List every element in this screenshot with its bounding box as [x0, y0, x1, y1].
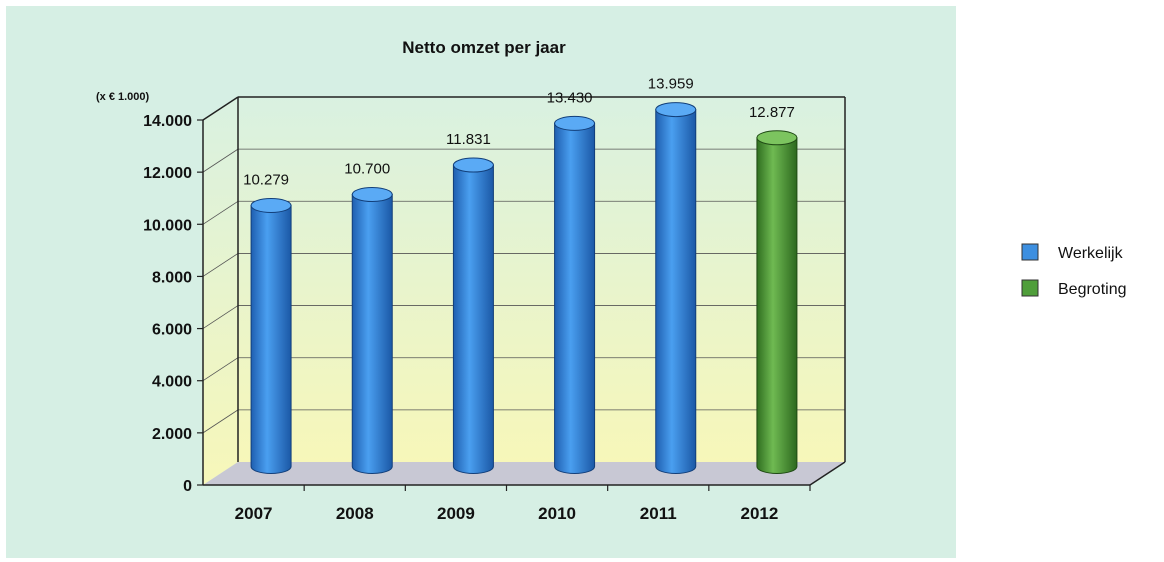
gridline-side	[202, 409, 239, 434]
plot-area	[202, 96, 846, 486]
value-label-2007: 10.279	[243, 172, 289, 189]
back-wall	[238, 97, 845, 462]
gridlines	[202, 96, 845, 434]
value-label-2010: 13.430	[547, 89, 593, 106]
bar-top	[250, 198, 292, 214]
legend-label: Begroting	[1058, 281, 1127, 298]
bar-body	[756, 137, 798, 474]
bar-top	[655, 102, 697, 118]
bar-top	[554, 115, 596, 131]
y-tick-label: 4.000	[152, 374, 192, 391]
gridline-side	[202, 253, 239, 277]
bar-2011	[655, 102, 697, 474]
y-axis-ticks: 0 2.000 4.000 6.000 8.000 10.000 12.000 14.000	[143, 113, 203, 495]
bar-body	[250, 205, 292, 474]
floor-right-edge	[809, 461, 846, 486]
bar-2007	[250, 198, 292, 474]
x-tick-label: 2007	[235, 504, 273, 523]
floor	[203, 462, 845, 485]
legend-swatch	[1021, 279, 1039, 297]
bar-body	[655, 109, 697, 474]
legend-swatch	[1021, 243, 1039, 261]
value-label-2012: 12.877	[749, 104, 795, 121]
x-tick-label: 2009	[437, 504, 475, 523]
y-tick-label: 12.000	[143, 165, 192, 182]
x-tick-label: 2008	[336, 504, 374, 523]
bar-top	[452, 157, 494, 173]
side-wall	[203, 97, 238, 485]
chart-title: Netto omzet per jaar	[402, 38, 566, 57]
bar-2012	[756, 130, 798, 474]
y-tick-label: 0	[183, 478, 192, 495]
gridline-side	[202, 148, 239, 173]
bars	[250, 102, 798, 474]
bar-top	[351, 187, 393, 203]
value-label-2008: 10.700	[344, 161, 390, 178]
side-top-edge	[202, 96, 239, 121]
y-tick-label: 2.000	[152, 426, 192, 443]
y-tick-label: 10.000	[143, 217, 192, 234]
x-axis-ticks: 2007 2008 2009 2010 2011 2012	[235, 485, 811, 523]
gridline-side	[202, 357, 239, 382]
value-label-2009: 11.831	[446, 131, 491, 148]
bar-2009	[452, 157, 494, 474]
value-labels: 10.279 10.700 11.831 13.430 13.959 12.877	[243, 76, 795, 189]
bar-body	[351, 194, 393, 474]
bar-top	[756, 130, 798, 146]
x-tick-label: 2011	[640, 504, 677, 523]
gridline-side	[202, 305, 239, 329]
x-tick-label: 2010	[538, 504, 576, 523]
bar-body	[452, 164, 494, 474]
bar-body	[554, 122, 596, 474]
bar-2008	[351, 187, 393, 474]
y-tick-label: 14.000	[143, 113, 192, 130]
y-tick-label: 6.000	[152, 322, 192, 339]
x-tick-label: 2012	[741, 504, 779, 523]
gridline-side	[202, 200, 239, 225]
legend-label: Werkelijk	[1058, 245, 1124, 262]
legend: Werkelijk Begroting	[1021, 243, 1127, 298]
value-label-2011: 13.959	[648, 76, 694, 93]
bar-2010	[554, 115, 596, 474]
y-axis-unit-label: (x € 1.000)	[96, 91, 150, 103]
y-tick-label: 8.000	[152, 269, 192, 286]
